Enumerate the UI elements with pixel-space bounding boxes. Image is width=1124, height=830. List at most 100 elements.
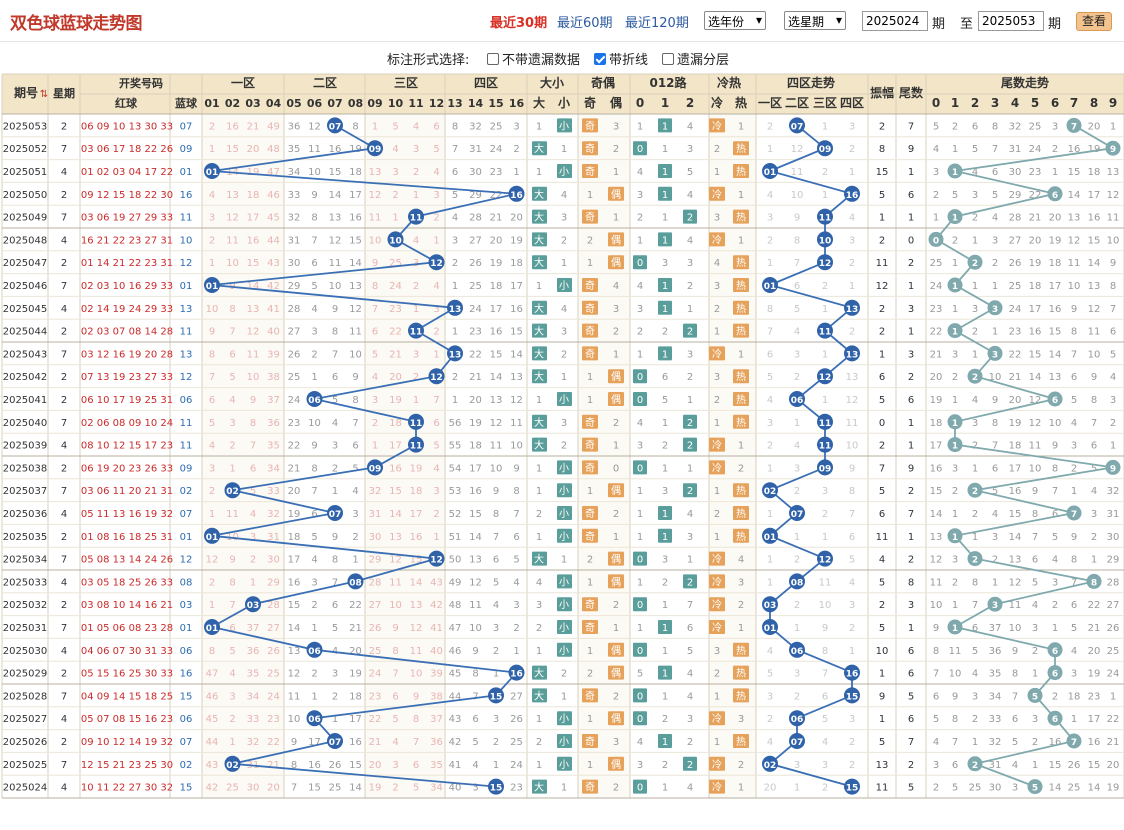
tail-miss: 17: [1088, 190, 1101, 201]
year-select[interactable]: 选年份: [704, 11, 766, 30]
zone-marker: [789, 391, 805, 407]
tail-miss: 3: [952, 463, 958, 474]
route-badge: [683, 209, 697, 224]
hotcold-mark: 冷: [712, 188, 722, 201]
miss-value: 24: [369, 669, 382, 680]
miss-value: 2: [352, 532, 358, 543]
parity-badge: [608, 255, 624, 270]
zone-miss: 3: [767, 213, 773, 224]
route-miss: 1: [637, 121, 643, 132]
parity-miss: 1: [613, 213, 619, 224]
tail-miss: 16: [1049, 304, 1062, 315]
miss-value: 4: [452, 213, 458, 224]
miss-value: 1: [372, 121, 378, 132]
zone-miss: 4: [767, 395, 773, 406]
option-polyline[interactable]: 带折线: [594, 49, 648, 68]
zone-miss: 10: [791, 190, 804, 201]
size-mark: 小: [559, 531, 569, 543]
red-balls: 04 09 14 15 18 25: [81, 691, 173, 702]
tail-miss: 23: [1009, 327, 1022, 338]
checkbox-polyline[interactable]: [594, 53, 606, 65]
tail-miss: 9: [1071, 532, 1077, 543]
tail-miss: 5: [933, 714, 939, 725]
tail-miss: 1: [952, 395, 958, 406]
option-layered[interactable]: 遗漏分层: [662, 49, 729, 68]
table-row: 2025036 4 05 11 13 16 19 32 07 1 11 4 32 19 6 3 31 1…: [3, 506, 1119, 520]
tail-miss: 28: [1009, 213, 1022, 224]
miss-value: 5: [332, 395, 338, 406]
option-no-miss[interactable]: 不带遗漏数据: [487, 49, 580, 68]
zone-marker: [762, 619, 778, 635]
blue-ball: 02: [180, 760, 193, 771]
miss-value: 11: [469, 600, 482, 611]
miss-value: 8: [250, 418, 256, 429]
tail-miss: 11: [930, 577, 943, 588]
tail-miss: 5: [952, 783, 958, 794]
zone-marker-label: 07: [791, 738, 804, 748]
miss-value: 40: [267, 327, 280, 338]
period-link-120[interactable]: 最近120期: [625, 16, 689, 31]
route-mark: 0: [637, 372, 643, 383]
zone-trend-sub-header: 二区: [785, 96, 809, 110]
parity-mark: 偶: [611, 188, 621, 201]
amplitude-value: 1: [879, 669, 885, 680]
miss-value: 21: [349, 623, 362, 634]
number-header: 11: [408, 97, 423, 110]
miss-value: 10: [510, 441, 523, 452]
miss-value: 21: [469, 372, 482, 383]
route-mark: 0: [637, 555, 643, 566]
miss-value: 26: [469, 258, 482, 269]
miss-value: 10: [329, 281, 342, 292]
size-badge: [532, 779, 547, 794]
period-link-30[interactable]: 最近30期: [490, 16, 548, 31]
hotcold-miss: 3: [714, 646, 720, 657]
zone-miss: 1: [822, 190, 828, 201]
tail-miss: 1: [1052, 623, 1058, 634]
zone-miss: 4: [767, 646, 773, 657]
size-miss: 1: [536, 463, 542, 474]
route-sub-header: 2: [686, 96, 694, 110]
period-link-60[interactable]: 最近60期: [557, 16, 613, 31]
tail-miss: 9: [1012, 646, 1018, 657]
miss-value: 1: [392, 213, 398, 224]
tail-miss: 15: [1068, 167, 1081, 178]
miss-value: 19: [349, 144, 362, 155]
from-issue-input[interactable]: 2025024: [862, 11, 928, 31]
zone-marker: [817, 368, 833, 385]
tail-miss: 14: [1088, 783, 1101, 794]
to-issue-input[interactable]: 2025053: [978, 11, 1044, 31]
route-miss: 5: [662, 395, 668, 406]
tail-value: 1: [908, 623, 914, 634]
parity-badge: [582, 734, 598, 748]
checkbox-no-miss[interactable]: [487, 53, 499, 65]
zone-marker-label: 12: [819, 259, 832, 269]
route-header: 012路: [649, 75, 687, 90]
route-miss: 1: [662, 144, 668, 155]
size-badge: [532, 437, 547, 452]
zone-miss: 3: [849, 714, 855, 725]
tail-marker: [967, 368, 983, 384]
tail-marker: [1066, 733, 1082, 749]
miss-value: 38: [267, 372, 280, 383]
tail-marker-label: 8: [1091, 578, 1097, 588]
blue-ball: 09: [180, 463, 193, 474]
week-select[interactable]: 选星期: [784, 11, 846, 30]
route-miss: 2: [637, 327, 643, 338]
tail-miss: 10: [1009, 623, 1022, 634]
route-miss: 3: [637, 441, 643, 452]
tail-miss: 3: [1012, 783, 1018, 794]
hotcold-mark: 热: [736, 416, 746, 429]
route-mark: 0: [637, 600, 643, 611]
blue-ball: 01: [180, 623, 193, 634]
tail-miss: 9: [1032, 486, 1038, 497]
tail-miss: 12: [1068, 235, 1081, 246]
checkbox-layered[interactable]: [662, 53, 674, 65]
hotcold-mark: 热: [736, 142, 746, 155]
miss-value: 3: [433, 190, 439, 201]
view-button[interactable]: 查看: [1076, 12, 1112, 31]
miss-value: 2: [250, 555, 256, 566]
parity-miss: 3: [613, 121, 619, 132]
miss-value: 4: [311, 304, 317, 315]
miss-value: 1: [452, 327, 458, 338]
parity-miss: 2: [587, 669, 593, 680]
